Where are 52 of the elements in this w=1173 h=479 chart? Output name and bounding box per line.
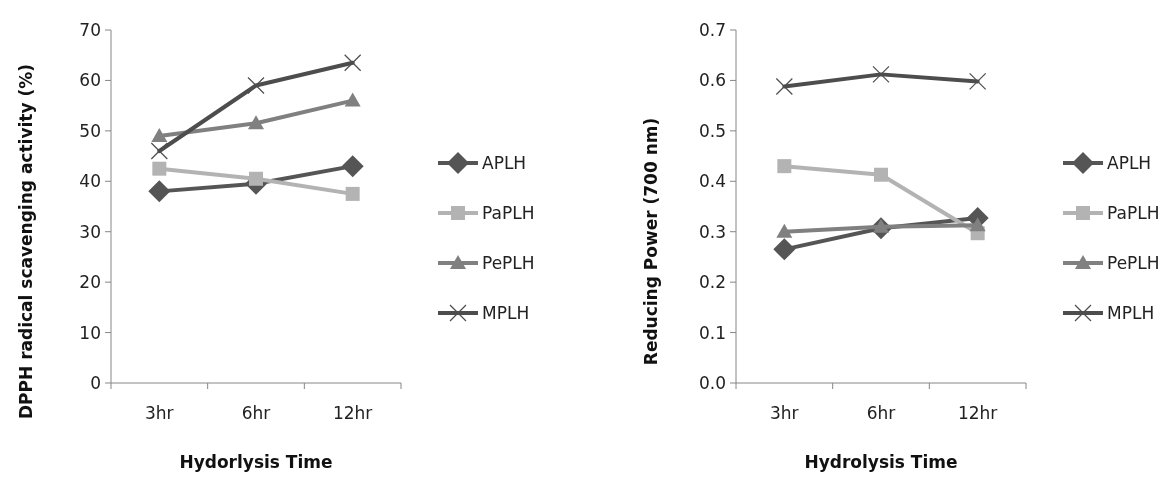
y-tick-label: 30 <box>79 221 101 242</box>
point <box>148 180 171 203</box>
x-axis-title: Hydorlysis Time <box>179 452 333 472</box>
y-tick-label: 60 <box>79 70 101 91</box>
y-tick-label: 10 <box>79 322 101 343</box>
x-tick-label: 6hr <box>241 403 271 423</box>
y-tick-label: 0.4 <box>698 171 726 192</box>
legend-label: PaPLH <box>1107 202 1160 223</box>
point <box>344 92 361 107</box>
x-tick-label: 3hr <box>770 403 799 423</box>
point <box>969 72 987 91</box>
y-tick-label: 0.6 <box>698 70 726 91</box>
y-tick-label: 0 <box>90 372 101 393</box>
point <box>777 159 792 174</box>
x-tick-label: 12hr <box>957 403 998 423</box>
point <box>345 186 360 201</box>
y-tick-label: 0.3 <box>698 221 726 242</box>
y-tick-label: 20 <box>79 272 101 293</box>
legend-label: APLH <box>482 152 527 173</box>
point <box>872 65 890 83</box>
legend-label: PePLH <box>482 252 535 273</box>
y-axis-title: DPPH radical scavenging activity (%) <box>16 64 36 419</box>
y-tick-label: 0.0 <box>698 372 726 393</box>
x-tick-label: 3hr <box>145 403 174 423</box>
point <box>776 223 793 238</box>
legend-label: PaPLH <box>482 202 535 223</box>
legend-label: APLH <box>1107 152 1152 173</box>
point <box>341 155 364 178</box>
point <box>874 167 888 182</box>
x-axis-title: Hydrolysis Time <box>804 452 958 472</box>
y-tick-label: 70 <box>79 19 101 40</box>
point <box>775 77 793 96</box>
y-axis-title: Reducing Power (700 nm) <box>641 117 661 366</box>
x-tick-label: 6hr <box>866 403 896 423</box>
point <box>152 161 167 176</box>
y-tick-label: 0.1 <box>698 322 726 343</box>
point <box>151 127 168 142</box>
y-tick-label: 50 <box>79 120 101 141</box>
y-tick-label: 0.2 <box>698 272 726 293</box>
point <box>247 76 265 95</box>
legend-label: PePLH <box>1107 252 1160 273</box>
point <box>344 54 362 72</box>
y-tick-label: 0.7 <box>698 19 726 40</box>
point <box>773 238 796 261</box>
y-tick-label: 40 <box>79 171 101 192</box>
point <box>249 171 263 186</box>
y-tick-label: 0.5 <box>698 120 726 141</box>
legend-label: MPLH <box>1107 302 1155 323</box>
point <box>248 115 264 130</box>
point <box>150 142 168 160</box>
x-tick-label: 12hr <box>332 403 373 423</box>
legend-label: MPLH <box>482 302 530 323</box>
